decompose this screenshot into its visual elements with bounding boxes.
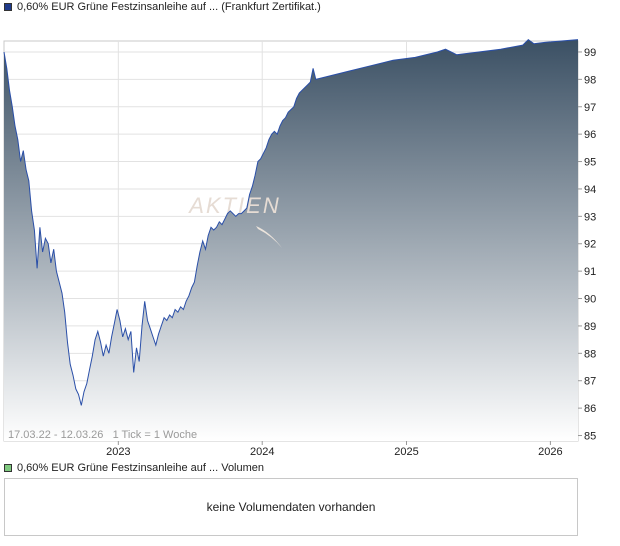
x-tick-label: 2025 — [394, 446, 418, 458]
y-axis-ticks: 85 86 87 88 89 90 91 92 93 94 95 96 97 98 99 — [578, 47, 596, 443]
y-tick-label: 91 — [584, 266, 596, 278]
x-tick-label: 2024 — [250, 446, 274, 458]
y-tick-label: 86 — [584, 403, 596, 415]
info-text: 17.03.22 - 12.03.26 1 Tick = 1 Woche — [8, 429, 197, 441]
y-tick-label: 94 — [584, 184, 596, 196]
y-tick-label: 93 — [584, 211, 596, 223]
y-tick-label: 87 — [584, 376, 596, 388]
volume-legend-label: 0,60% EUR Grüne Festzinsanleihe auf ... … — [17, 462, 265, 474]
price-line — [3, 38, 579, 406]
y-tick-label: 85 — [584, 431, 596, 443]
y-tick-label: 97 — [584, 102, 596, 114]
y-tick-label: 92 — [584, 239, 596, 251]
y-tick-label: 88 — [584, 348, 596, 360]
y-tick-label: 89 — [584, 321, 596, 333]
y-tick-label: 95 — [584, 157, 596, 169]
volume-legend: 0,60% EUR Grüne Festzinsanleihe auf ... … — [4, 461, 264, 475]
volume-legend-swatch — [4, 464, 12, 472]
y-tick-label: 90 — [584, 294, 596, 306]
x-axis-ticks: 2023 2024 2025 2026 — [106, 441, 563, 458]
y-tick-label: 98 — [584, 74, 596, 86]
y-tick-label: 96 — [584, 129, 596, 141]
watermark-swoosh — [256, 226, 282, 248]
price-legend: 0,60% EUR Grüne Festzinsanleihe auf ... … — [4, 0, 321, 14]
price-legend-label: 0,60% EUR Grüne Festzinsanleihe auf ... … — [17, 1, 321, 13]
x-tick-label: 2023 — [106, 446, 130, 458]
volume-panel: keine Volumendaten vorhanden — [4, 478, 578, 536]
y-tick-label: 99 — [584, 47, 596, 59]
price-legend-swatch — [4, 3, 12, 11]
volume-empty-message: keine Volumendaten vorhanden — [206, 500, 376, 514]
x-tick-label: 2026 — [538, 446, 562, 458]
price-area — [4, 39, 578, 441]
